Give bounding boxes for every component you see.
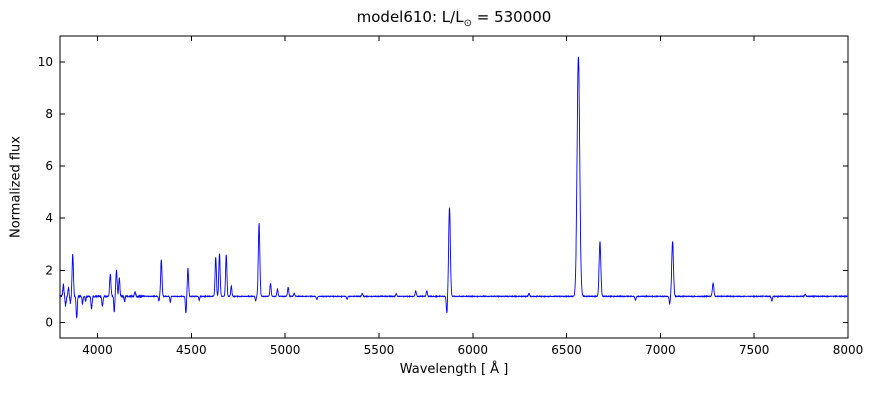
y-tick-label: 0 (45, 315, 53, 329)
spectrum-line (59, 56, 849, 319)
plot-title: model610: L/L⊙ = 530000 (60, 8, 848, 29)
x-tick-label: 7000 (645, 343, 676, 357)
y-tick-label: 2 (45, 263, 53, 277)
y-tick-label: 8 (45, 107, 53, 121)
x-tick-label: 6000 (457, 343, 488, 357)
x-tick-label: 5000 (270, 343, 301, 357)
x-tick-label: 7500 (739, 343, 770, 357)
x-tick-label: 4500 (176, 343, 207, 357)
x-tick-label: 8000 (833, 343, 864, 357)
y-tick-label: 4 (45, 211, 53, 225)
y-tick-label: 6 (45, 159, 53, 173)
x-tick-label: 5500 (364, 343, 395, 357)
axes-frame (59, 35, 849, 339)
plot-title-suffix: = 530000 (471, 8, 552, 26)
x-tick-label: 6500 (551, 343, 582, 357)
plot-title-prefix: model610: L/L (356, 8, 464, 26)
y-tick-label: 10 (38, 55, 53, 69)
x-tick-label: 4000 (82, 343, 113, 357)
y-axis-label: Normalized flux (8, 136, 24, 238)
plot-title-subscript: ⊙ (463, 18, 472, 29)
x-axis-label: Wavelength [ Å ] (399, 362, 509, 377)
